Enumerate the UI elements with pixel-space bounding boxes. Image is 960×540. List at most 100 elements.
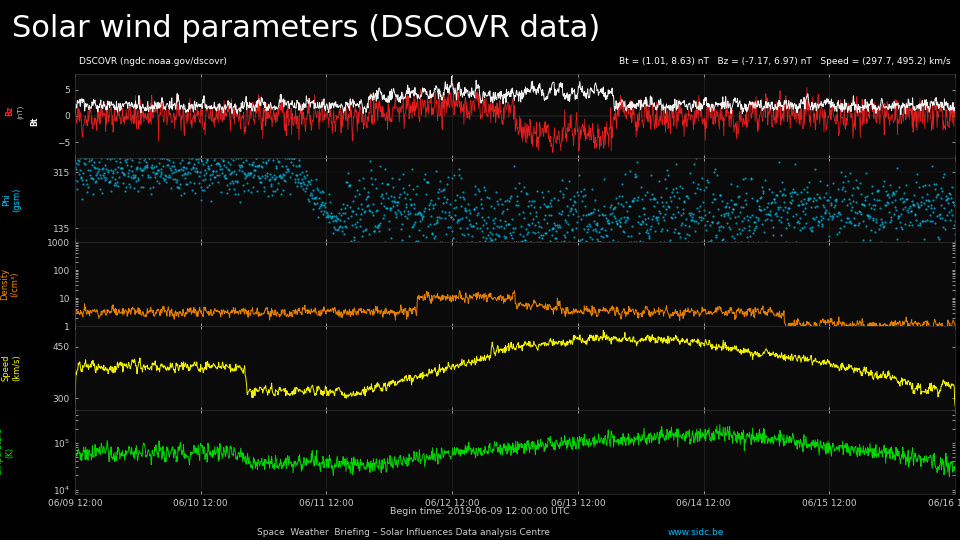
Point <box>387 208 402 217</box>
Point <box>246 158 261 166</box>
Point <box>818 206 833 214</box>
Point <box>224 154 239 163</box>
Point <box>679 230 694 239</box>
Point <box>774 218 789 226</box>
Text: Begin time: 2019-06-09 12:00:00 UTC: Begin time: 2019-06-09 12:00:00 UTC <box>390 508 570 516</box>
Point <box>247 166 262 174</box>
Point <box>196 171 211 180</box>
Point <box>244 188 259 197</box>
Point <box>692 185 708 194</box>
Point <box>422 199 438 207</box>
Point <box>577 202 592 211</box>
Point <box>817 207 832 216</box>
Point <box>125 171 140 179</box>
Point <box>356 208 372 217</box>
Point <box>437 213 452 222</box>
Point <box>448 238 464 246</box>
Point <box>687 226 703 235</box>
Point <box>207 173 223 182</box>
Point <box>215 156 230 165</box>
Point <box>727 199 742 208</box>
Point <box>683 169 698 178</box>
Point <box>768 208 783 217</box>
Point <box>819 195 834 204</box>
Point <box>226 156 241 164</box>
Point <box>510 192 525 200</box>
Point <box>664 213 680 222</box>
Point <box>856 201 872 210</box>
Point <box>492 195 507 204</box>
Point <box>541 211 557 219</box>
Point <box>403 200 419 209</box>
Point <box>85 190 101 198</box>
Point <box>401 232 417 240</box>
Point <box>677 234 692 242</box>
Point <box>649 198 664 207</box>
Point <box>597 226 612 234</box>
Point <box>407 204 422 213</box>
Point <box>185 163 201 171</box>
Point <box>660 226 675 234</box>
Point <box>135 183 151 192</box>
Point <box>168 167 183 176</box>
Point <box>304 190 320 199</box>
Point <box>386 202 401 211</box>
Point <box>615 226 631 235</box>
Point <box>144 161 159 170</box>
Point <box>902 202 918 211</box>
Point <box>236 169 252 178</box>
Point <box>489 197 504 206</box>
Point <box>852 208 868 217</box>
Point <box>694 174 709 183</box>
Point <box>279 154 295 163</box>
Point <box>269 172 284 181</box>
Point <box>337 222 352 231</box>
Point <box>390 206 405 215</box>
Point <box>539 202 554 211</box>
Point <box>946 198 960 206</box>
Point <box>928 193 944 201</box>
Point <box>773 202 788 211</box>
Point <box>213 154 228 163</box>
Point <box>272 172 287 180</box>
Point <box>210 178 226 186</box>
Point <box>891 212 906 220</box>
Point <box>822 209 837 218</box>
Point <box>867 205 882 213</box>
Point <box>626 238 641 246</box>
Point <box>676 197 691 205</box>
Point <box>289 170 304 179</box>
Point <box>405 185 420 194</box>
Point <box>69 177 84 186</box>
Point <box>416 231 431 240</box>
Point <box>300 171 315 180</box>
Point <box>912 203 927 212</box>
Point <box>470 185 486 193</box>
Point <box>479 192 494 201</box>
Point <box>77 159 92 167</box>
Point <box>694 238 709 246</box>
Point <box>378 204 394 212</box>
Point <box>126 173 141 182</box>
Point <box>763 199 779 208</box>
Text: Speed
(km/s): Speed (km/s) <box>2 355 21 381</box>
Point <box>781 204 797 213</box>
Point <box>108 180 124 189</box>
Point <box>164 161 180 170</box>
Point <box>91 158 107 166</box>
Point <box>540 202 556 211</box>
Text: Phi
(gsm): Phi (gsm) <box>2 188 21 212</box>
Point <box>211 171 227 179</box>
Point <box>118 183 133 192</box>
Point <box>630 218 645 227</box>
Point <box>642 194 658 203</box>
Point <box>612 221 628 230</box>
Point <box>402 194 418 203</box>
Point <box>376 202 392 211</box>
Point <box>112 154 128 163</box>
Point <box>564 226 579 234</box>
Point <box>754 205 769 214</box>
Point <box>337 204 352 213</box>
Point <box>682 209 697 218</box>
Point <box>131 187 146 195</box>
